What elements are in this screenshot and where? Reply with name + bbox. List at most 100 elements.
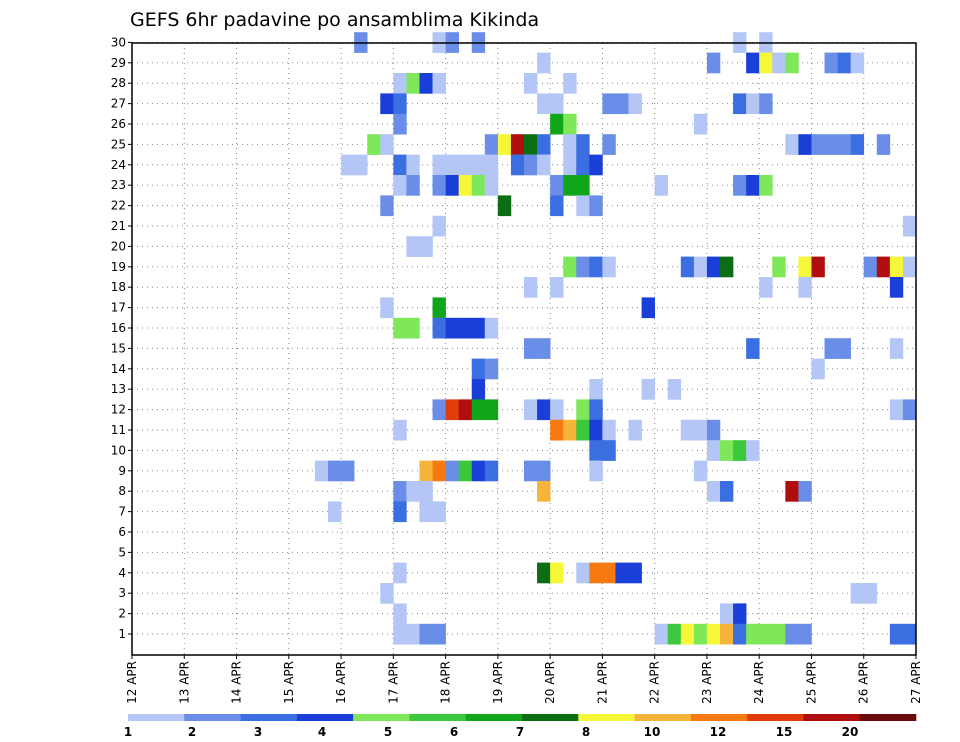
y-tick-label: 16 xyxy=(111,321,126,335)
x-tick-label: 13 APR xyxy=(177,661,191,704)
precip-cell xyxy=(876,256,891,278)
colorbar-swatch xyxy=(690,714,748,721)
precip-cell xyxy=(576,419,590,441)
precip-cell xyxy=(863,256,878,278)
precip-cell xyxy=(563,154,577,176)
precip-cell xyxy=(367,134,381,155)
precip-cell xyxy=(772,52,786,74)
precip-cell xyxy=(471,154,486,176)
precip-cell xyxy=(445,154,459,176)
y-tick-label: 3 xyxy=(118,586,126,600)
precip-cell xyxy=(680,419,695,441)
precip-cell xyxy=(380,93,394,115)
precip-cell xyxy=(706,419,721,441)
precip-cell xyxy=(746,338,760,359)
precip-cell xyxy=(902,256,917,278)
precip-cell xyxy=(693,623,708,645)
precip-cell xyxy=(798,277,812,298)
precip-cell xyxy=(432,460,446,482)
y-tick-label: 30 xyxy=(111,35,126,49)
precip-cell xyxy=(524,73,538,94)
precip-cell xyxy=(654,175,669,196)
colorbar-swatch xyxy=(240,714,298,721)
precip-cell xyxy=(785,623,799,645)
precip-cell xyxy=(720,603,734,625)
precip-cell xyxy=(406,154,420,176)
y-tick-label: 7 xyxy=(118,505,126,519)
precip-cell xyxy=(811,358,825,380)
precip-cell xyxy=(563,113,577,135)
precip-cell xyxy=(889,338,904,359)
colorbar-swatch xyxy=(128,714,185,721)
precip-cell xyxy=(772,256,786,278)
precip-cell xyxy=(746,93,760,115)
x-tick-label: 21 APR xyxy=(595,661,609,704)
precip-cell xyxy=(628,419,642,441)
x-tick-label: 18 APR xyxy=(439,661,453,704)
x-tick-label: 15 APR xyxy=(282,661,296,704)
precip-cell xyxy=(824,338,838,359)
colorbar: 1 2 3 4 5 6 7 8 10 12 15 20 xyxy=(124,714,917,739)
precip-cell xyxy=(772,623,786,645)
y-tick-label: 15 xyxy=(111,341,126,355)
precip-cell xyxy=(406,481,420,502)
precip-cell xyxy=(524,399,538,421)
x-tick-label: 14 APR xyxy=(230,661,244,704)
precip-cell xyxy=(471,317,486,339)
precip-cell xyxy=(889,256,904,278)
precip-cell xyxy=(563,73,577,94)
y-tick-label: 20 xyxy=(111,239,126,253)
colorbar-swatch xyxy=(747,714,804,721)
precip-cell xyxy=(393,317,407,339)
precip-cell xyxy=(706,256,721,278)
colorbar-swatch xyxy=(353,714,410,721)
precip-cell xyxy=(432,317,446,339)
y-axis: 1234567891011121314151617181920212223242… xyxy=(111,35,132,641)
x-tick-label: 23 APR xyxy=(700,661,714,704)
precip-cell xyxy=(563,175,577,196)
x-tick-label: 19 APR xyxy=(491,661,505,704)
y-tick-label: 9 xyxy=(118,464,126,478)
precip-cell xyxy=(602,440,616,461)
precip-cell xyxy=(785,134,799,155)
precip-cell xyxy=(458,154,473,176)
colorbar-label: 7 xyxy=(516,725,524,739)
y-tick-label: 19 xyxy=(111,260,126,274)
y-tick-label: 1 xyxy=(118,627,126,641)
y-tick-label: 10 xyxy=(111,443,126,457)
precip-cell xyxy=(798,481,812,502)
precip-cell xyxy=(680,623,695,645)
precip-cell xyxy=(393,501,407,523)
x-tick-label: 26 APR xyxy=(857,661,871,704)
colorbar-swatch xyxy=(578,714,635,721)
precip-cell xyxy=(484,317,499,339)
precip-cell xyxy=(484,175,499,196)
y-tick-label: 2 xyxy=(118,607,126,621)
precip-cell xyxy=(550,419,564,441)
precip-cell xyxy=(537,481,551,502)
colorbar-swatch xyxy=(803,714,861,721)
colorbar-label: 10 xyxy=(644,725,661,739)
x-axis: 12 APR 13 APR 14 APR 15 APR 16 APR 17 APR 18 A… xyxy=(125,655,923,704)
precip-cell xyxy=(419,73,433,94)
precip-cell xyxy=(746,440,760,461)
precip-cell xyxy=(693,113,708,135)
precip-cell xyxy=(393,623,407,645)
precip-cell xyxy=(393,603,407,625)
y-tick-label: 14 xyxy=(111,362,126,376)
y-tick-label: 21 xyxy=(111,219,126,233)
precip-cell xyxy=(484,154,499,176)
y-tick-label: 28 xyxy=(111,76,126,90)
colorbar-label: 4 xyxy=(318,725,326,739)
colorbar-swatch xyxy=(859,714,917,721)
precip-cell xyxy=(484,399,499,421)
y-tick-label: 6 xyxy=(118,525,126,539)
precip-cell xyxy=(589,379,603,400)
precip-cell xyxy=(602,419,616,441)
precip-cell xyxy=(576,399,590,421)
precip-cell xyxy=(602,93,616,115)
cells-layer xyxy=(314,32,917,645)
precip-cell xyxy=(824,52,838,74)
colorbar-swatch xyxy=(409,714,467,721)
